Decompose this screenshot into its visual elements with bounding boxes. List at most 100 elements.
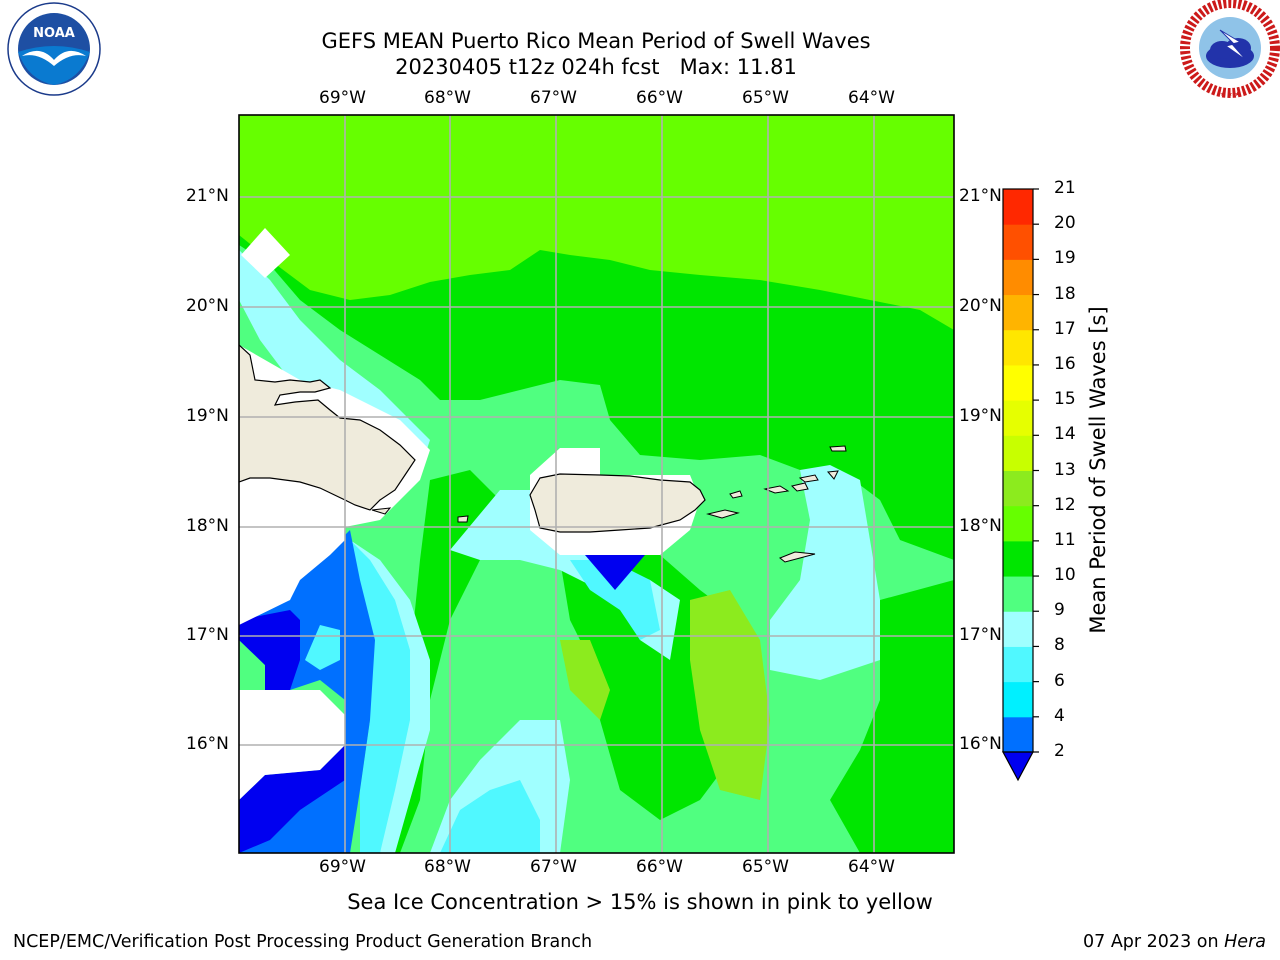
- land-st-john: [791, 482, 809, 492]
- lat-label-left: 17°N: [186, 625, 229, 645]
- colorbar-tick-label: 13: [1054, 459, 1076, 480]
- contour-2-4-southwest: [239, 745, 345, 853]
- title-line-2: 20230405 t12z 024h fcst Max: 11.81: [395, 55, 797, 79]
- lat-label-left: 16°N: [186, 734, 229, 754]
- colorbar-tick-label: 21: [1054, 178, 1076, 198]
- lat-label-left: 21°N: [186, 186, 229, 206]
- lon-label-bottom: 64°W: [848, 857, 895, 877]
- colorbar-bin: [1003, 611, 1033, 647]
- lon-label-bottom: 69°W: [319, 857, 366, 877]
- colorbar-tick-label: 10: [1054, 565, 1076, 586]
- svg-text:★ ★ ★: ★ ★ ★: [1220, 91, 1240, 98]
- contour-8-9-pr-south: [450, 490, 680, 660]
- colorbar-extend-arrow: [1001, 751, 1035, 782]
- colorbar-tick-label: 8: [1054, 635, 1065, 656]
- colorbar-title: Mean Period of Swell Waves [s]: [1086, 306, 1110, 634]
- contour-10-11-southeast: [830, 580, 954, 853]
- lat-label-right: 20°N: [959, 296, 1002, 316]
- colorbar-tick-label: 17: [1054, 318, 1076, 339]
- contour-11-12-south2: [560, 640, 610, 720]
- land-hispaniola: [239, 344, 416, 511]
- lat-label-left: 18°N: [186, 516, 229, 536]
- nodata-top-left-diamond: [241, 228, 290, 278]
- contour-8-9-east: [770, 465, 880, 680]
- lat-label-left: 20°N: [186, 296, 229, 316]
- colorbar-bin: [1003, 716, 1033, 753]
- contour-11-12-north-bulge: [430, 115, 560, 165]
- graticule: [239, 115, 954, 853]
- colorbar-bin: [1003, 505, 1033, 542]
- footer-host: Hera: [1224, 932, 1266, 952]
- colorbar-bin: [1003, 646, 1033, 683]
- colorbar-tick-label: 19: [1054, 248, 1076, 269]
- land-anegada: [829, 445, 847, 452]
- lon-label-top: 69°W: [319, 88, 366, 108]
- colorbar-bin: [1003, 329, 1033, 366]
- colorbar-bin: [1003, 470, 1033, 507]
- land-tortola: [798, 474, 819, 483]
- land-mona: [457, 515, 469, 523]
- colorbar-bin: [1003, 435, 1033, 471]
- colorbar-tick-label: 14: [1054, 424, 1076, 445]
- map-frame: [238, 114, 955, 854]
- colorbar-bin: [1003, 400, 1033, 436]
- contour-11-12-south: [690, 590, 770, 800]
- lon-label-bottom: 65°W: [742, 857, 789, 877]
- colorbar-bin: [1003, 294, 1033, 331]
- colorbar-bin: [1003, 259, 1033, 296]
- lon-label-top: 64°W: [848, 88, 895, 108]
- contour-11-12-north: [239, 115, 954, 330]
- lon-label-bottom: 66°W: [636, 857, 683, 877]
- colorbar-tick-label: 9: [1054, 600, 1065, 621]
- swell-period-field: [239, 115, 954, 853]
- colorbar-bin: [1003, 364, 1033, 401]
- land-culebra: [729, 490, 743, 499]
- colorbar: [1001, 188, 1039, 782]
- footer-date: 07 Apr 2023 on Hera: [1083, 932, 1266, 952]
- nws-logo: ★ ★ ★: [1180, 0, 1280, 98]
- lat-label-right: 19°N: [959, 406, 1002, 426]
- lat-label-right: 17°N: [959, 625, 1002, 645]
- footer-date-text: 07 Apr 2023 on: [1083, 932, 1225, 952]
- contour-6-8-pr-south: [570, 560, 660, 640]
- colorbar-bin: [1003, 189, 1033, 225]
- sea-ice-caption: Sea Ice Concentration > 15% is shown in …: [347, 890, 933, 914]
- lon-label-top: 67°W: [530, 88, 577, 108]
- contour-6-8-southwest: [440, 780, 540, 853]
- colorbar-tick-label: 15: [1054, 389, 1076, 410]
- lat-label-right: 21°N: [959, 186, 1002, 206]
- colorbar-tick-label: 2: [1054, 741, 1065, 761]
- colorbar-tick-label: 16: [1054, 353, 1076, 374]
- colorbar-bin: [1003, 224, 1033, 260]
- land-st-thomas: [763, 485, 790, 494]
- contour-2-4-pr-south: [585, 555, 645, 590]
- title-line-1: GEFS MEAN Puerto Rico Mean Period of Swe…: [321, 29, 871, 53]
- land-vieques: [706, 509, 740, 519]
- contour-8-9-west-strip: [350, 540, 430, 853]
- colorbar-bin: [1003, 576, 1033, 612]
- lat-label-right: 16°N: [959, 734, 1002, 754]
- colorbar-tick-label: 12: [1054, 494, 1076, 515]
- nodata-west-upper: [239, 527, 345, 625]
- lon-label-bottom: 67°W: [530, 857, 577, 877]
- lon-label-top: 65°W: [742, 88, 789, 108]
- lon-label-bottom: 68°W: [424, 857, 471, 877]
- contour-2-4-west: [239, 610, 300, 690]
- colorbar-tick-label: 4: [1054, 705, 1065, 726]
- noaa-logo-text: NOAA: [33, 26, 75, 41]
- lon-label-top: 68°W: [424, 88, 471, 108]
- land-st-croix: [779, 551, 816, 563]
- land-virgin-gorda: [826, 470, 839, 480]
- land-saona: [371, 507, 392, 515]
- lat-label-right: 18°N: [959, 516, 1002, 536]
- colorbar-tick-label: 18: [1054, 283, 1076, 304]
- lat-label-left: 19°N: [186, 406, 229, 426]
- colorbar-tick-label: 11: [1054, 529, 1076, 550]
- colorbar-tick-label: 20: [1054, 213, 1076, 234]
- noaa-logo: NOAA: [7, 2, 101, 96]
- colorbar-tick-label: 6: [1054, 670, 1065, 691]
- footer-credit: NCEP/EMC/Verification Post Processing Pr…: [13, 932, 593, 952]
- colorbar-bin: [1003, 540, 1033, 577]
- colorbar-bin: [1003, 681, 1033, 718]
